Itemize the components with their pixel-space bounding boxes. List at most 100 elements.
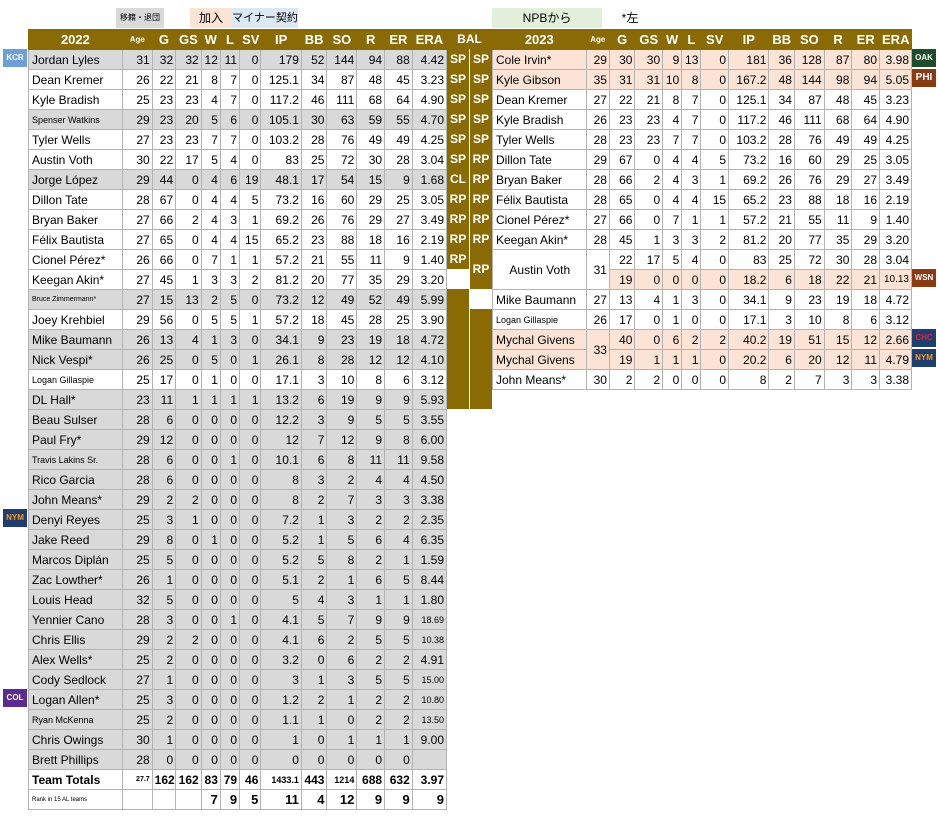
stat-cell: 0 [239, 589, 262, 610]
stat-cell: 87 [823, 49, 853, 70]
stat-cell: 28 [585, 169, 610, 190]
stat-cell: 22 [608, 89, 636, 110]
stat-cell: 6 [151, 469, 177, 490]
stat-cell: 0 [175, 369, 202, 390]
stat-cell: 3.20 [879, 229, 912, 250]
stat-cell: 23 [608, 129, 636, 150]
stat-cell: 18.2 [728, 269, 770, 290]
stat-cell: 23 [151, 109, 177, 130]
stat-cell: 4.1 [260, 609, 302, 630]
stat-cell: 3.05 [879, 149, 912, 170]
stat-cell: 3.38 [411, 489, 448, 510]
table-row: Logan Gillaspie 26 17 0 1 0 0 17.1 3 10 8 6 3.12 [492, 309, 912, 330]
role-badge: RP [470, 229, 492, 249]
stat-cell: 65 [608, 189, 636, 210]
stat-cell: 0 [200, 649, 221, 670]
stat-cell: 8.44 [411, 569, 448, 590]
stat-cell: 8 [681, 69, 702, 90]
stat-cell: 1 [681, 349, 702, 370]
player-name: Zac Lowther* [28, 569, 123, 590]
player-name: Dillon Tate [28, 189, 123, 210]
stat-cell: 0 [300, 729, 328, 750]
role-badge: RP [447, 229, 469, 249]
stat-cell: 3 [300, 469, 328, 490]
stat-cell: 27 [585, 89, 610, 110]
column-header: SV [700, 29, 730, 50]
stat-cell: 10.38 [411, 629, 448, 650]
stat-cell: 30 [608, 49, 636, 70]
stat-cell: 0 [239, 129, 262, 150]
player-name: Ryan McKenna [28, 709, 123, 730]
stat-cell: 16 [384, 229, 413, 250]
stat-cell: 0 [300, 649, 328, 670]
stat-cell: 0 [219, 649, 241, 670]
column-header: ERA [411, 29, 448, 50]
stat-cell: 2 [356, 689, 386, 710]
stat-cell: 3.20 [411, 269, 448, 290]
table-row: Paul Fry* 29 12 0 0 0 0 12 7 12 9 8 6.00 [28, 429, 448, 450]
stat-cell: 0 [326, 749, 358, 770]
stat-cell: 48 [356, 69, 386, 90]
rank-cell [175, 789, 202, 810]
stat-cell: 1 [356, 589, 386, 610]
column-header: G [151, 29, 177, 50]
stat-cell: 28 [121, 469, 153, 490]
stat-cell: 55 [793, 209, 825, 230]
table-row: Cionel Pérez* 27 66 0 7 1 1 57.2 21 55 11 9 1.40 [492, 209, 912, 230]
stat-cell: 1 [700, 209, 730, 230]
stat-cell: 19 [326, 389, 358, 410]
stat-cell: 28 [121, 409, 153, 430]
table-row: Mychal Givens 19 1 1 1 0 20.2 6 20 12 11 4.79 [492, 349, 912, 370]
stat-cell: 98 [823, 69, 853, 90]
stat-cell: 0 [662, 269, 683, 290]
stat-cell: 0 [384, 749, 413, 770]
stat-cell: 4.90 [411, 89, 448, 110]
table-row: Alex Wells* 25 2 0 0 0 0 3.2 0 6 2 2 4.91 [28, 649, 448, 670]
stat-cell: 30 [121, 729, 153, 750]
stat-cell: 0 [239, 749, 262, 770]
stat-cell: 1 [200, 389, 221, 410]
stat-cell: 0 [175, 589, 202, 610]
stat-cell: 25 [384, 189, 413, 210]
stat-cell: 0 [200, 609, 221, 630]
stat-cell: 4 [384, 469, 413, 490]
stat-cell: 27 [121, 209, 153, 230]
stat-cell: 12 [356, 349, 386, 370]
stat-cell: 76 [793, 169, 825, 190]
stat-cell: 77 [326, 269, 358, 290]
stat-cell: 0 [175, 409, 202, 430]
stat-cell: 26 [121, 249, 153, 270]
stat-cell: 7 [300, 429, 328, 450]
player-name: Rico Garcia [28, 469, 123, 490]
rank-cell [151, 789, 177, 810]
stat-cell: 8 [260, 469, 302, 490]
stat-cell: 0 [175, 689, 202, 710]
stat-cell: 23 [151, 129, 177, 150]
stat-cell: 4.72 [879, 289, 912, 310]
role-badge: SP [470, 49, 492, 69]
team-totals-row: Team Totals 27.7 162 162 83 79 46 1433.1 443 1214… [28, 769, 448, 790]
column-header: L [219, 29, 241, 50]
stat-cell: 26 [300, 209, 328, 230]
stat-cell: 77 [793, 229, 825, 250]
stat-cell: 3.49 [879, 169, 912, 190]
stat-cell: 1 [326, 689, 358, 710]
stat-cell: 11 [851, 349, 881, 370]
stat-cell: 35 [823, 229, 853, 250]
stat-cell: 1 [151, 729, 177, 750]
column-header: SV [239, 29, 262, 50]
stat-cell: 1.68 [411, 169, 448, 190]
stat-cell: 9 [384, 169, 413, 190]
stat-cell: 2.19 [411, 229, 448, 250]
stat-cell: 49 [384, 289, 413, 310]
role-header: BAL [447, 29, 492, 49]
stat-cell: 23 [634, 129, 664, 150]
role-badge: SP [470, 69, 492, 89]
stat-cell: 33 [585, 329, 610, 370]
stat-cell: 5 [384, 409, 413, 430]
stat-cell: 27 [121, 289, 153, 310]
column-header: Age [121, 29, 153, 50]
stat-cell: 1 [219, 389, 241, 410]
stat-cell: 1.1 [260, 709, 302, 730]
stat-cell: 0 [200, 449, 221, 470]
